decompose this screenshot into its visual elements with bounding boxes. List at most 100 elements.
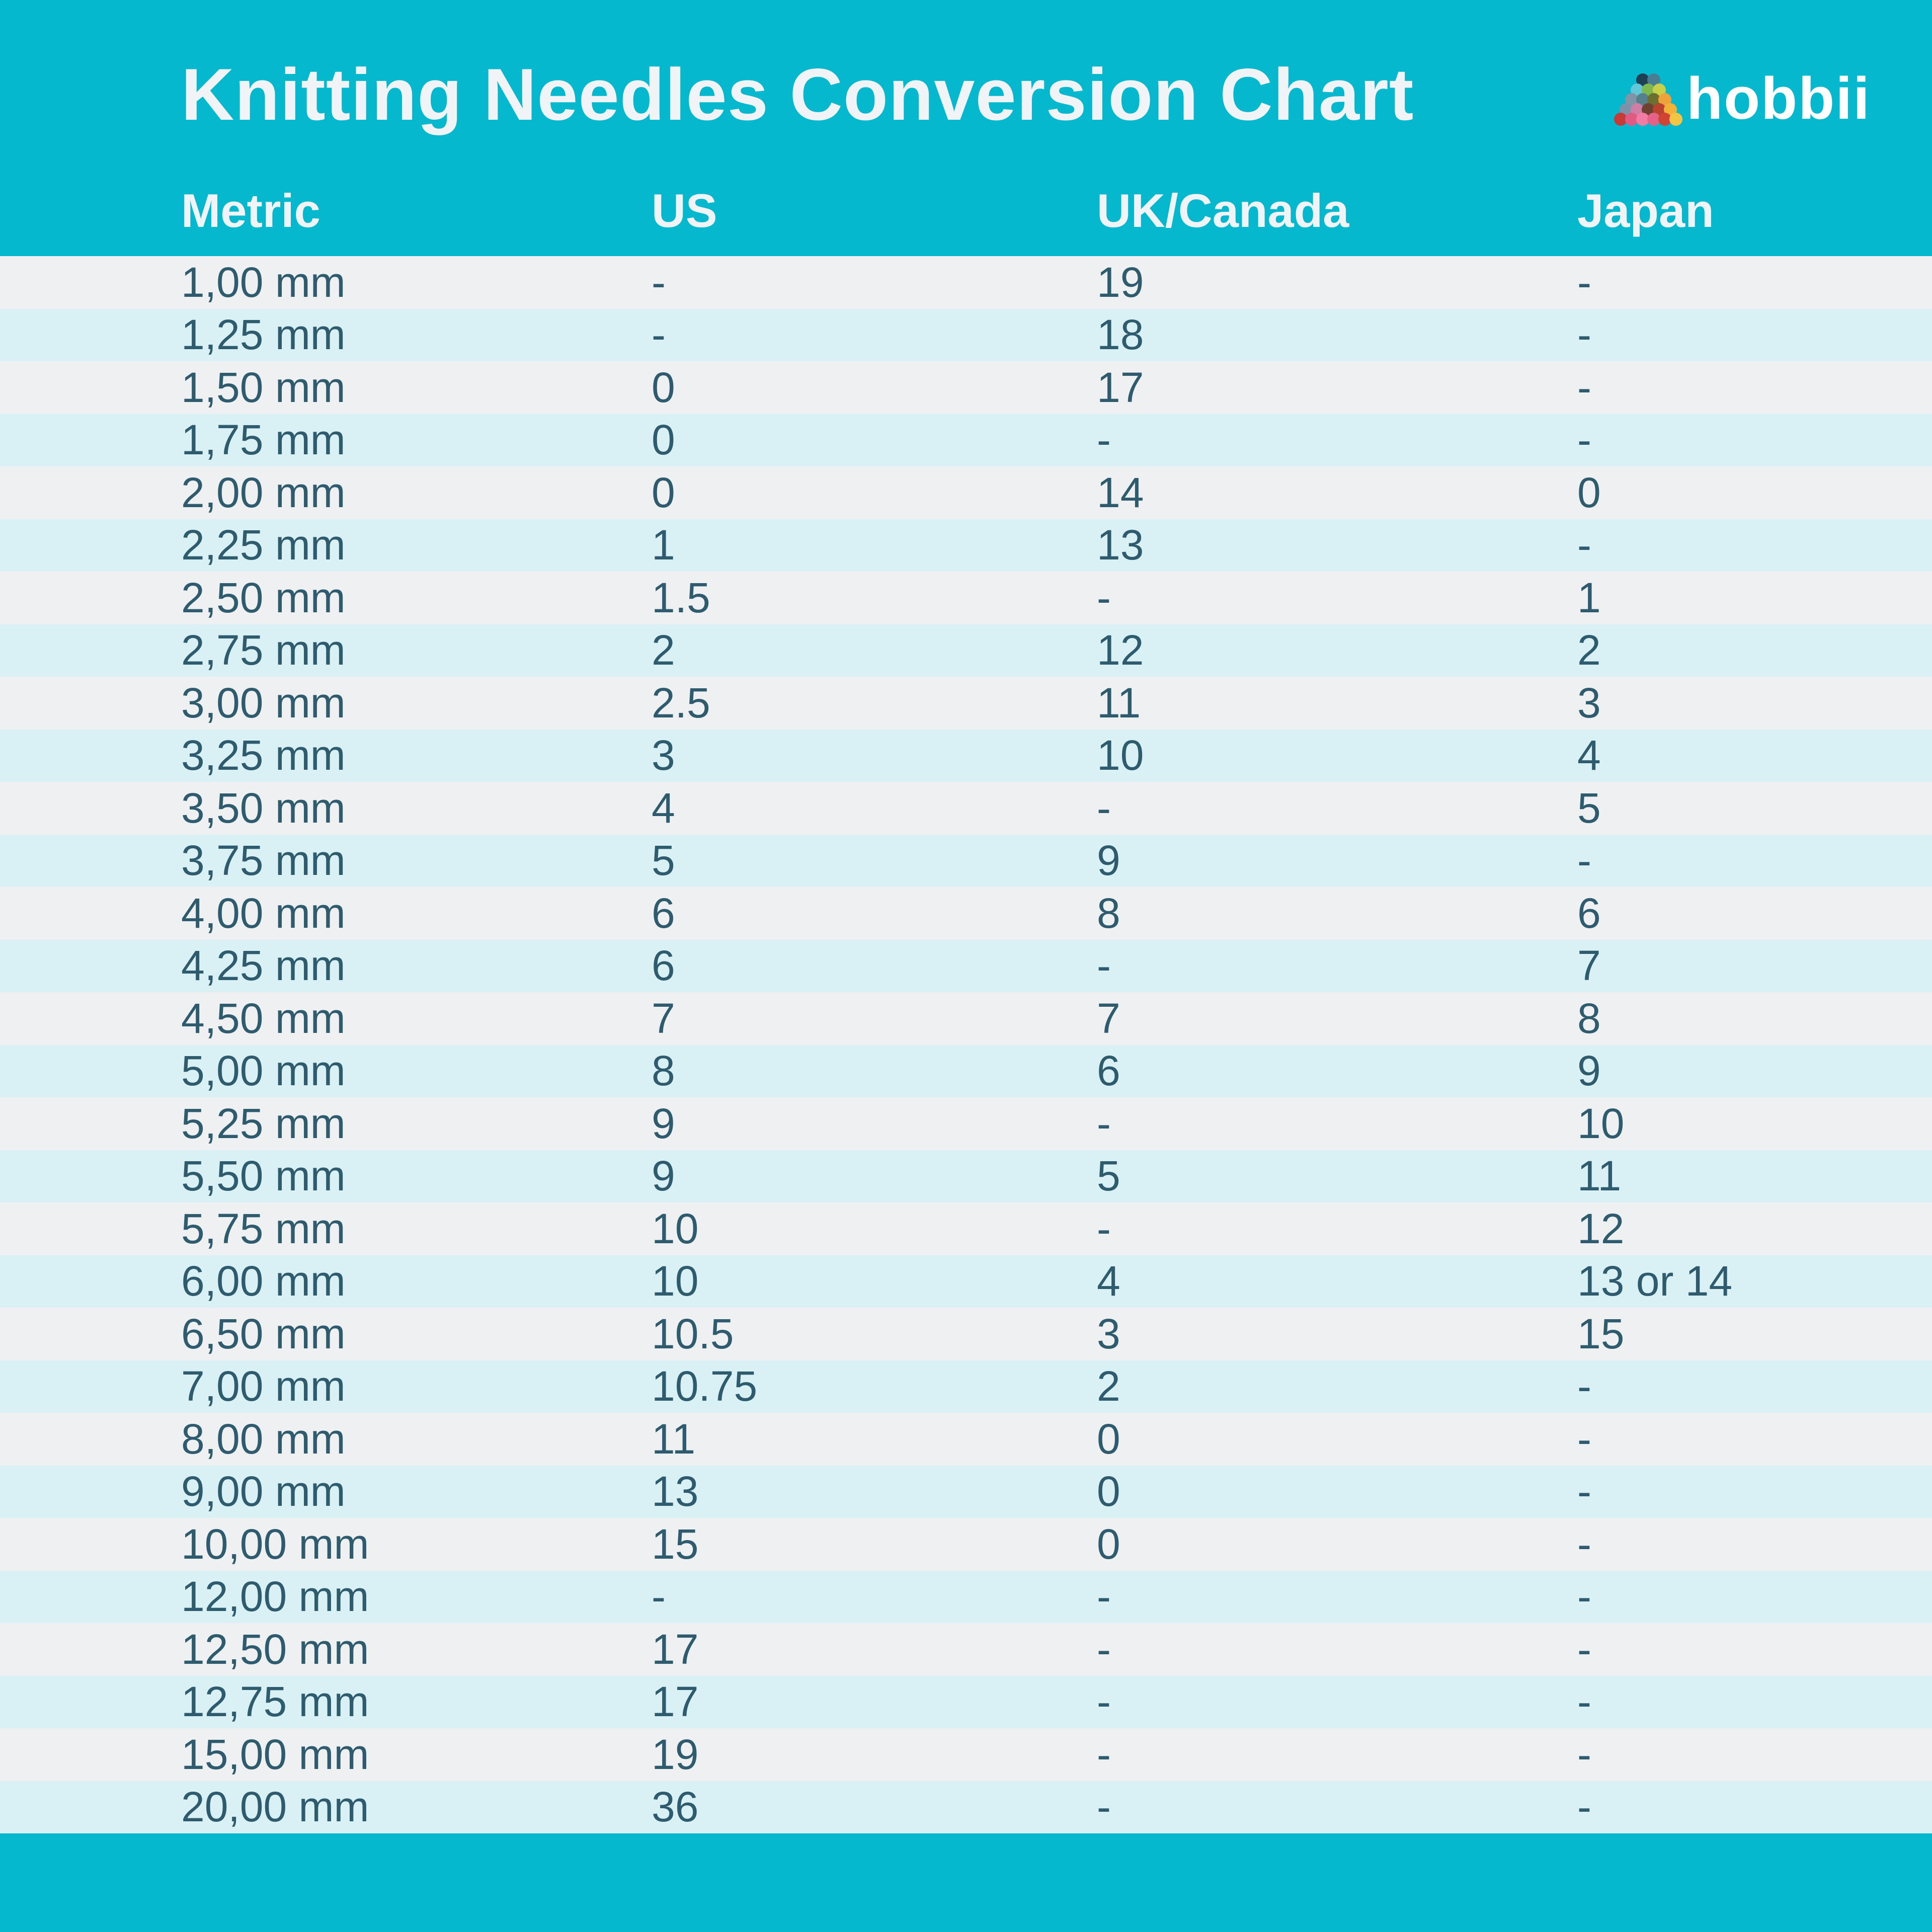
- cell-us: 8: [652, 1047, 675, 1095]
- table-row: 5,50 mm 9 5 11: [0, 1150, 1932, 1202]
- cell-japan: -: [1577, 311, 1591, 359]
- table-row: 15,00 mm 19 - -: [0, 1728, 1932, 1781]
- table-row: 4,00 mm 6 8 6: [0, 887, 1932, 940]
- cell-metric: 1,75 mm: [181, 416, 346, 464]
- cell-uk-canada: -: [1097, 1730, 1111, 1778]
- table-row: 10,00 mm 15 0 -: [0, 1518, 1932, 1571]
- cell-metric: 8,00 mm: [181, 1415, 346, 1463]
- cell-uk-canada: 6: [1097, 1047, 1120, 1095]
- cell-us: 9: [652, 1099, 675, 1147]
- cell-us: 7: [652, 994, 675, 1042]
- cell-us: 6: [652, 942, 675, 990]
- cell-japan: 1: [1577, 574, 1601, 621]
- table-row: 12,00 mm - - -: [0, 1570, 1932, 1623]
- cell-japan: -: [1577, 363, 1591, 411]
- column-header-uk-canada: UK/Canada: [1097, 184, 1349, 237]
- cell-japan: 8: [1577, 994, 1601, 1042]
- cell-uk-canada: -: [1097, 416, 1111, 464]
- table-row: 2,00 mm 0 14 0: [0, 466, 1932, 519]
- footer-band: [0, 1833, 1932, 1932]
- cell-metric: 5,75 mm: [181, 1204, 346, 1252]
- cell-metric: 5,50 mm: [181, 1152, 346, 1200]
- cell-uk-canada: 12: [1097, 626, 1144, 674]
- cell-us: 17: [652, 1625, 699, 1673]
- cell-uk-canada: -: [1097, 1099, 1111, 1147]
- cell-uk-canada: -: [1097, 942, 1111, 990]
- cell-japan: -: [1577, 1362, 1591, 1410]
- table-row: 2,50 mm 1.5 - 1: [0, 572, 1932, 624]
- cell-us: -: [652, 1573, 666, 1621]
- table-row: 1,25 mm - 18 -: [0, 308, 1932, 361]
- column-header-japan: Japan: [1577, 184, 1714, 237]
- cell-us: 3: [652, 732, 675, 779]
- table-row: 12,75 mm 17 - -: [0, 1675, 1932, 1728]
- cell-japan: -: [1577, 1625, 1591, 1673]
- cell-japan: -: [1577, 1678, 1591, 1726]
- yarn-ball-icon: [1658, 113, 1671, 126]
- cell-japan: 13 or 14: [1577, 1257, 1733, 1305]
- cell-metric: 3,00 mm: [181, 679, 346, 727]
- table-row: 5,75 mm 10 - 12: [0, 1202, 1932, 1255]
- yarn-ball-icon: [1669, 113, 1682, 126]
- cell-us: 0: [652, 468, 675, 516]
- cell-metric: 1,50 mm: [181, 363, 346, 411]
- cell-uk-canada: -: [1097, 1573, 1111, 1621]
- table-row: 4,25 mm 6 - 7: [0, 939, 1932, 992]
- column-header-row: Metric US UK/Canada Japan: [0, 184, 1932, 238]
- cell-uk-canada: 2: [1097, 1362, 1120, 1410]
- cell-us: 2.5: [652, 679, 710, 727]
- cell-us: 36: [652, 1783, 699, 1831]
- cell-japan: 6: [1577, 889, 1601, 937]
- table-row: 6,50 mm 10.5 3 15: [0, 1308, 1932, 1360]
- table-row: 20,00 mm 36 - -: [0, 1781, 1932, 1833]
- cell-us: 10.75: [652, 1362, 758, 1410]
- cell-uk-canada: 0: [1097, 1520, 1120, 1568]
- cell-uk-canada: 9: [1097, 837, 1120, 884]
- column-header-metric: Metric: [181, 184, 320, 237]
- header-band: Knitting Needles Conversion Chart hobbii…: [0, 0, 1932, 256]
- cell-metric: 2,25 mm: [181, 521, 346, 569]
- cell-metric: 15,00 mm: [181, 1730, 369, 1778]
- table-row: 3,50 mm 4 - 5: [0, 782, 1932, 835]
- cell-metric: 6,00 mm: [181, 1257, 346, 1305]
- cell-metric: 20,00 mm: [181, 1783, 369, 1831]
- cell-metric: 3,25 mm: [181, 732, 346, 779]
- table-row: 9,00 mm 13 0 -: [0, 1465, 1932, 1518]
- table-row: 5,25 mm 9 - 10: [0, 1097, 1932, 1150]
- table-row: 5,00 mm 8 6 9: [0, 1044, 1932, 1097]
- cell-uk-canada: 18: [1097, 311, 1144, 359]
- yarn-ball-icon: [1636, 113, 1649, 126]
- cell-japan: 15: [1577, 1310, 1625, 1357]
- cell-metric: 2,50 mm: [181, 574, 346, 621]
- cell-us: 1.5: [652, 574, 710, 621]
- cell-japan: -: [1577, 258, 1591, 306]
- page-title: Knitting Needles Conversion Chart: [181, 53, 1414, 135]
- cell-metric: 10,00 mm: [181, 1520, 369, 1568]
- cell-metric: 9,00 mm: [181, 1468, 346, 1515]
- cell-uk-canada: 19: [1097, 258, 1144, 306]
- cell-metric: 4,50 mm: [181, 994, 346, 1042]
- cell-metric: 12,75 mm: [181, 1678, 369, 1726]
- table-row: 3,75 mm 5 9 -: [0, 834, 1932, 887]
- cell-japan: 11: [1577, 1152, 1622, 1200]
- cell-uk-canada: -: [1097, 784, 1111, 832]
- cell-japan: -: [1577, 416, 1591, 464]
- cell-japan: -: [1577, 1520, 1591, 1568]
- cell-us: 6: [652, 889, 675, 937]
- yarn-ball-icon: [1625, 113, 1638, 126]
- cell-metric: 2,75 mm: [181, 626, 346, 674]
- cell-uk-canada: -: [1097, 1204, 1111, 1252]
- cell-us: -: [652, 258, 666, 306]
- cell-uk-canada: 17: [1097, 363, 1144, 411]
- table-row: 6,00 mm 10 4 13 or 14: [0, 1255, 1932, 1308]
- cell-japan: 2: [1577, 626, 1601, 674]
- cell-uk-canada: 5: [1097, 1152, 1120, 1200]
- cell-uk-canada: 7: [1097, 994, 1120, 1042]
- cell-metric: 7,00 mm: [181, 1362, 346, 1410]
- cell-metric: 5,25 mm: [181, 1099, 346, 1147]
- cell-uk-canada: -: [1097, 1625, 1111, 1673]
- column-header-us: US: [652, 184, 717, 237]
- cell-uk-canada: 13: [1097, 521, 1144, 569]
- cell-us: 13: [652, 1468, 699, 1515]
